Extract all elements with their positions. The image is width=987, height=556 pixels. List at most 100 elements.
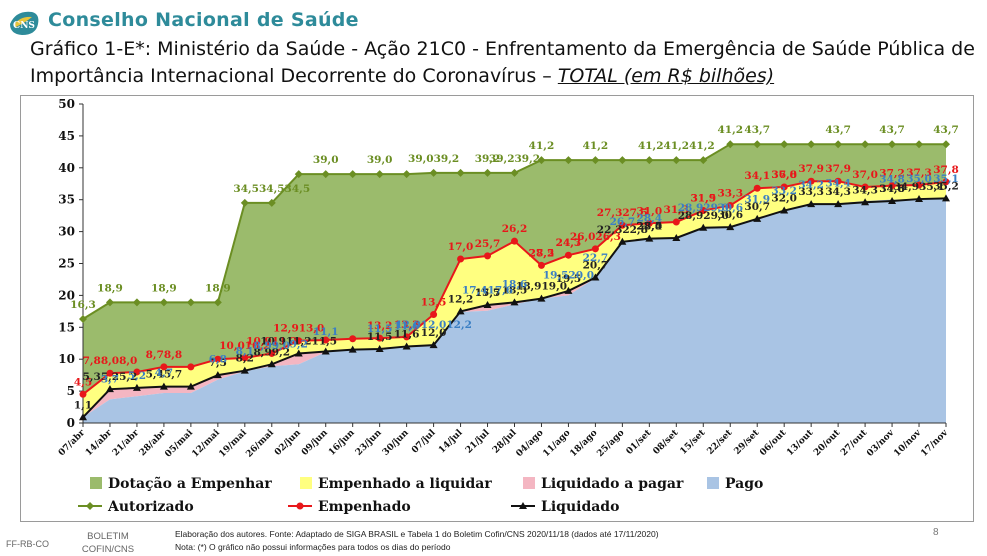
data-label-pago: 34,4: [825, 178, 851, 190]
data-label-empenhado: 26,2: [502, 223, 528, 235]
data-label-pago: 34,2: [798, 179, 824, 191]
marker-autorizado: [591, 156, 600, 165]
page-title: Gráfico 1-E*: Ministério da Saúde - Ação…: [30, 36, 980, 90]
marker-empenhado: [591, 245, 599, 253]
data-label-autorizado: 43,7: [744, 124, 770, 136]
marker-autorizado: [321, 170, 330, 179]
page-number: 8: [933, 527, 939, 538]
data-label-empenhado: 37,0: [771, 169, 797, 181]
data-label-empenhado: 27,327,5: [597, 207, 648, 219]
marker-empenhado: [295, 337, 303, 345]
data-label-autorizado: 43,7: [879, 124, 905, 136]
y-tick-label: 20: [58, 288, 75, 302]
data-label-autorizado: 39,039,2: [408, 153, 459, 165]
data-label-liquidado: 34,3: [825, 186, 851, 198]
marker-autorizado: [294, 170, 303, 179]
data-label-empenhado: 12,913,0: [273, 323, 324, 335]
legend-swatch: [523, 477, 535, 489]
data-label-empenhado: 13,2: [367, 320, 393, 332]
data-label-liquidado: 11,6: [394, 328, 420, 340]
data-label-empenhado: 37,3: [906, 167, 932, 179]
data-label-pago: 18,6: [502, 278, 528, 290]
marker-empenhado: [807, 177, 815, 185]
marker-autorizado: [618, 156, 627, 165]
data-label-pago: 11,1: [313, 326, 339, 338]
y-tick-label: 15: [58, 320, 75, 334]
x-tick-label: 13/out: [785, 427, 816, 458]
x-tick-label: 20/out: [812, 427, 843, 458]
data-label-empenhado: 31,0: [637, 205, 663, 217]
data-label-autorizado: 16,3: [70, 299, 96, 311]
footer-bulletin: BOLETIM COFIN/CNS: [81, 531, 135, 555]
data-label-autorizado: 39,239,2: [489, 153, 540, 165]
brand-name: Conselho Nacional de Saúde: [48, 9, 359, 31]
data-label-empenhado: 31,9: [690, 193, 716, 205]
data-label-liquidado: 17,5: [475, 287, 501, 299]
legend-swatch: [300, 477, 312, 489]
marker-liquidado: [483, 300, 492, 308]
legend-label: Liquidado a pagar: [541, 476, 684, 492]
data-label-liquidado: 1,1: [74, 399, 92, 411]
y-tick-label: 0: [67, 416, 75, 430]
y-tick-label: 5: [67, 384, 75, 398]
legend-marker: [519, 502, 527, 509]
data-label-pago: 11,6: [394, 320, 420, 332]
x-tick-label: 11/ago: [541, 428, 572, 459]
marker-autorizado: [888, 140, 897, 149]
x-tick-label: 12/mai: [190, 428, 222, 460]
footer-source: Elaboração dos autores. Fonte: Adaptado …: [175, 528, 659, 554]
x-tick-label: 21/jul: [464, 428, 492, 456]
marker-autorizado: [510, 168, 519, 177]
data-label-pago: 4,7: [155, 367, 173, 379]
marker-liquidado: [510, 298, 519, 306]
data-label-liquidado: 15,7: [475, 287, 501, 299]
data-label-autorizado: 39,2: [475, 153, 501, 165]
data-label-liquidado: 8,99,2: [254, 346, 291, 358]
marker-autorizado: [79, 315, 87, 324]
marker-empenhado: [511, 237, 518, 245]
data-label-liquidado: 32,0: [771, 193, 797, 205]
marker-autorizado: [672, 156, 681, 165]
data-label-liquidado: 22,322,8: [597, 224, 648, 236]
marker-liquidado: [699, 223, 708, 231]
marker-liquidado: [79, 413, 87, 421]
data-label-liquidado: 34,6: [879, 183, 905, 195]
data-label-empenhado: 37,9: [825, 163, 851, 175]
marker-liquidado: [780, 206, 789, 214]
legend-label: Empenhado a liquidar: [318, 476, 492, 492]
marker-autorizado: [159, 298, 168, 307]
marker-empenhado: [241, 354, 249, 362]
data-label-liquidado: 20,7: [583, 260, 609, 272]
marker-liquidado: [942, 194, 950, 202]
marker-liquidado: [402, 342, 411, 350]
legend-label: Empenhado: [318, 499, 411, 515]
data-label-liquidado: 28,929,0: [678, 210, 729, 222]
data-label-liquidado: 28,5: [637, 221, 663, 233]
marker-empenhado: [187, 363, 195, 371]
data-label-pago: 19,520,0: [543, 269, 594, 281]
marker-liquidado: [726, 223, 735, 231]
x-tick-label: 14/abr: [84, 428, 114, 458]
x-tick-label: 08/set: [652, 427, 681, 456]
data-label-liquidado: 27,0: [637, 221, 663, 233]
x-tick-label: 01/set: [625, 427, 654, 456]
data-label-liquidado: 18,919,0: [516, 281, 567, 293]
data-label-autorizado: 39,0: [367, 154, 393, 166]
x-tick-label: 06/out: [758, 427, 789, 458]
marker-autorizado: [456, 168, 465, 177]
marker-autorizado: [861, 140, 870, 149]
x-tick-label: 26/mai: [244, 428, 276, 460]
marker-autorizado: [186, 298, 195, 307]
x-tick-label: 22/set: [706, 427, 735, 456]
marker-empenhado: [726, 201, 734, 209]
data-label-liquidado: 34,3: [852, 184, 878, 196]
marker-empenhado: [780, 183, 788, 191]
legend-label: Pago: [725, 476, 763, 492]
marker-autorizado: [348, 170, 357, 179]
legend-marker: [296, 502, 304, 510]
data-label-empenhado: 17,0: [448, 241, 474, 253]
x-tick-label: 07/abr: [57, 428, 87, 458]
marker-autorizado: [780, 140, 789, 149]
legend-marker: [86, 502, 94, 510]
data-label-liquidado: 18,5: [502, 284, 528, 296]
